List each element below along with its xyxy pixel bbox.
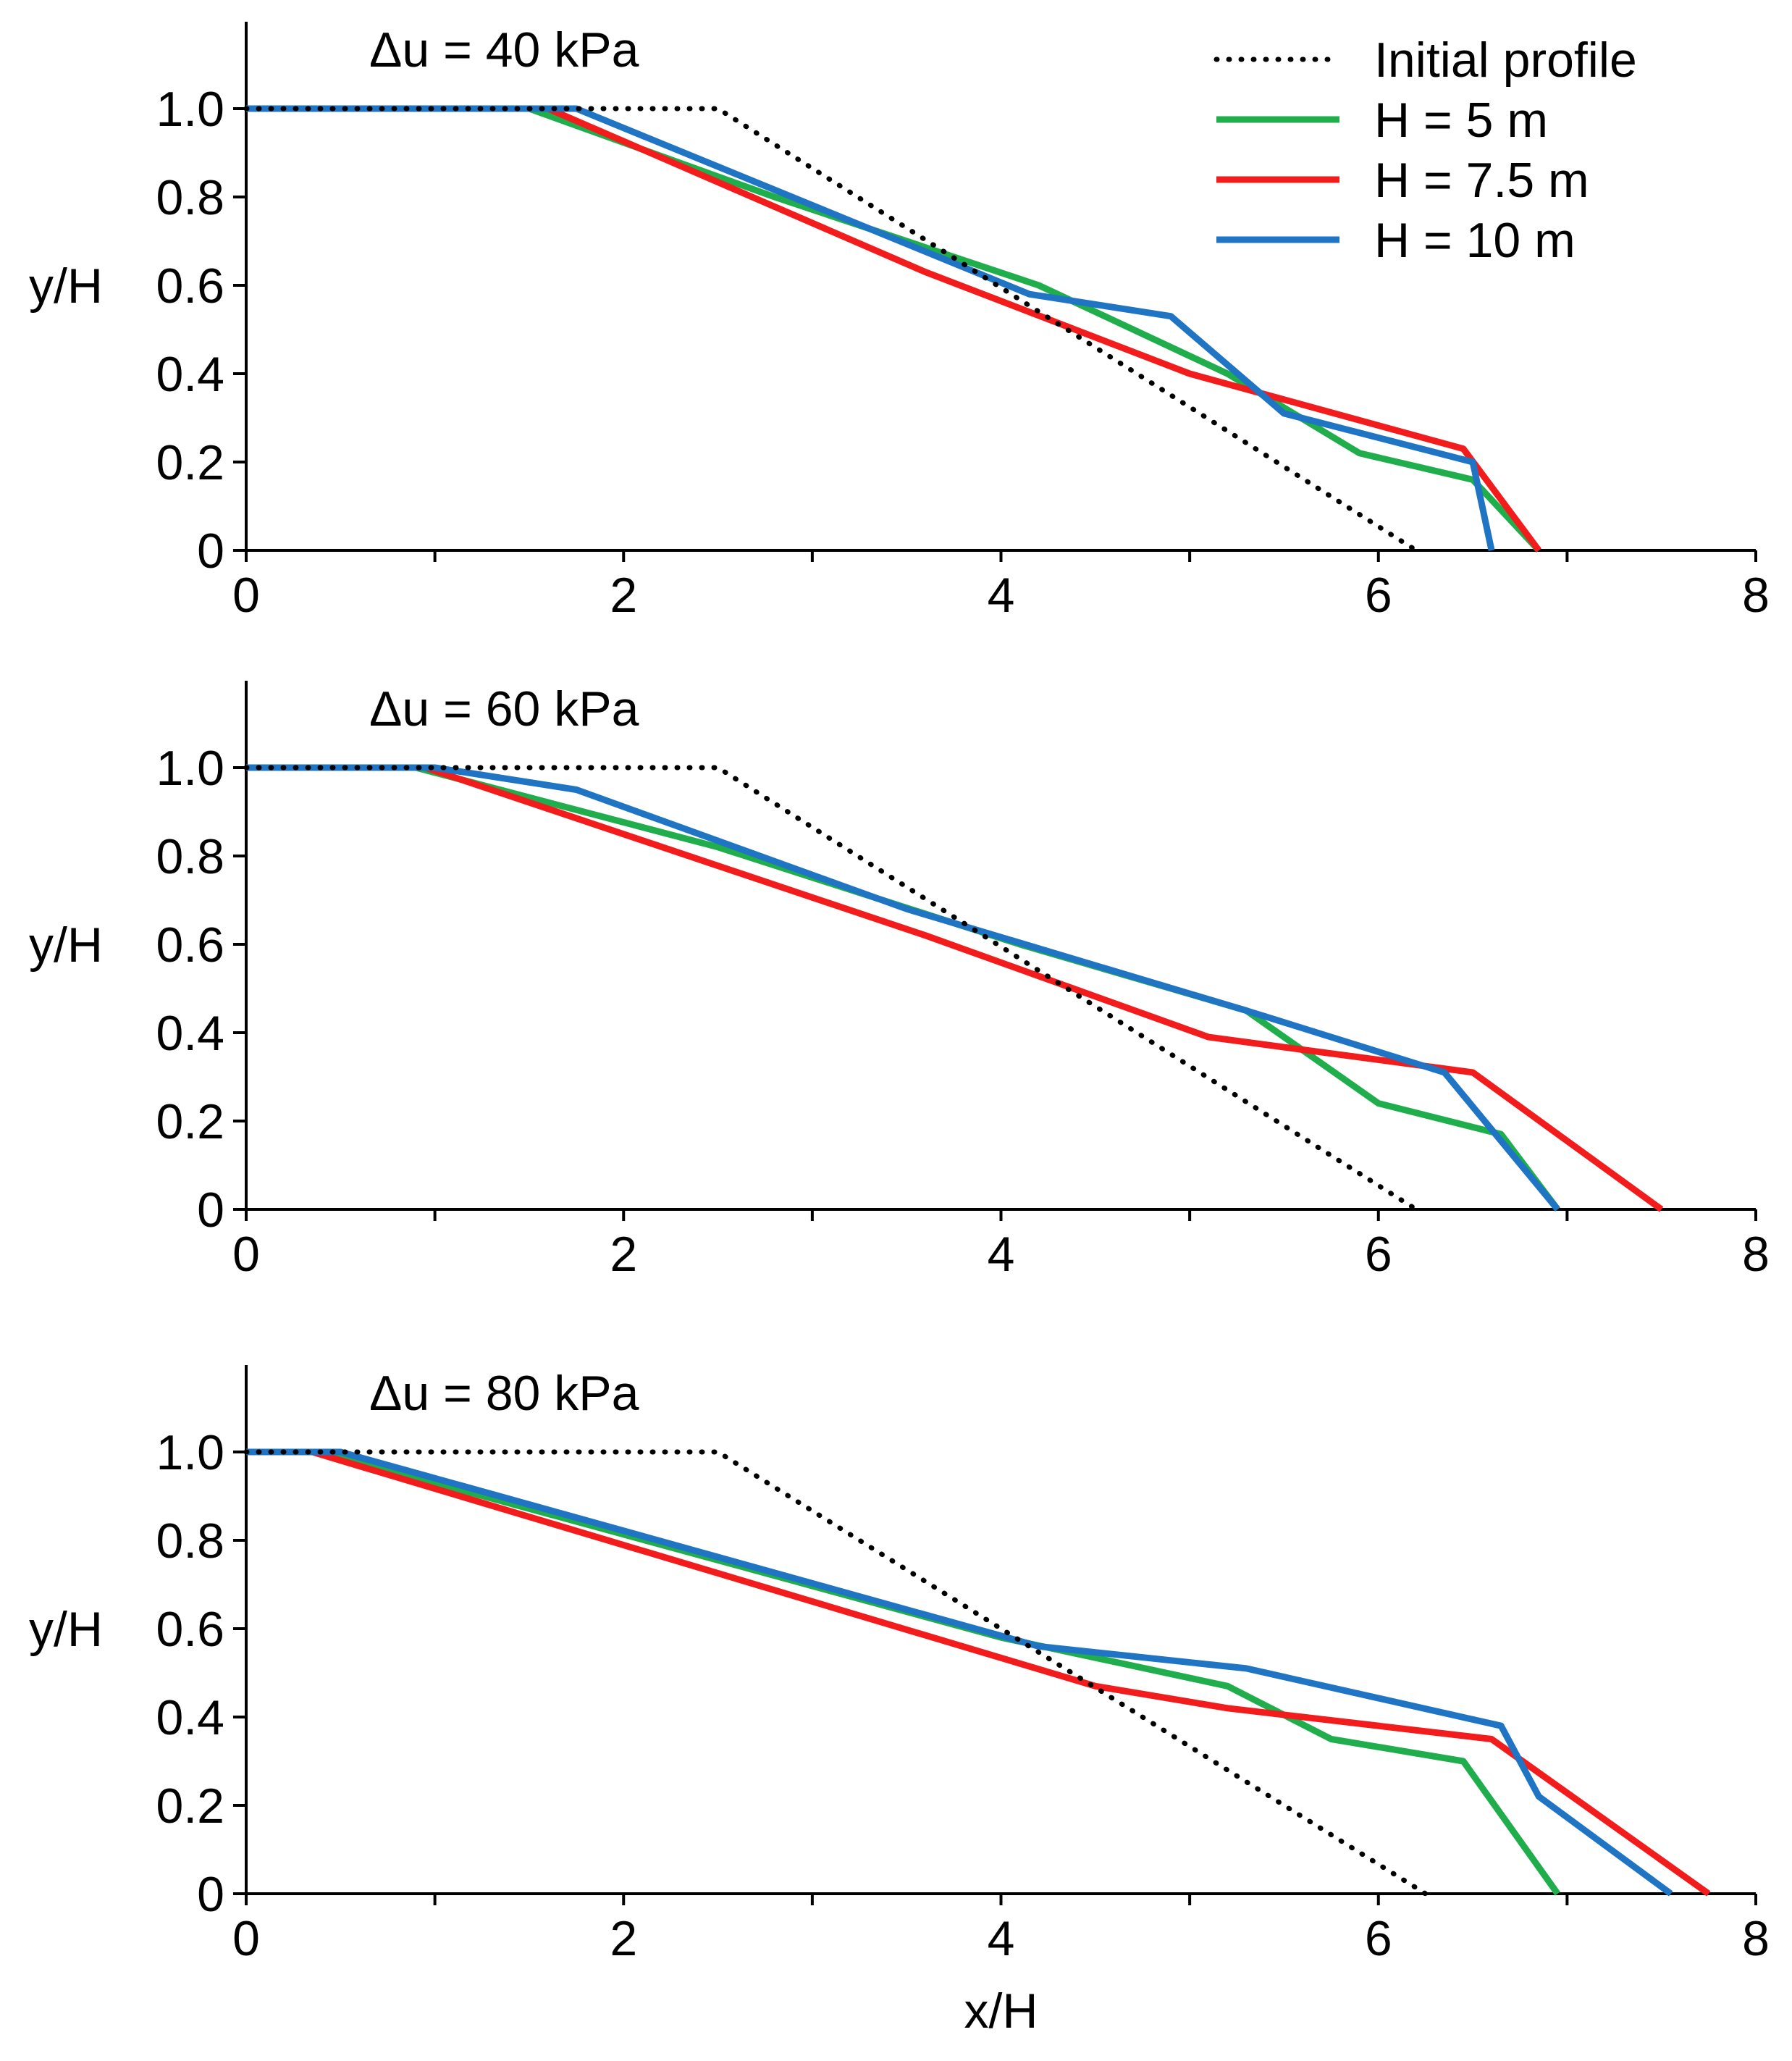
legend-label: H = 5 m: [1374, 93, 1548, 148]
series-line-initial-profile: [243, 1449, 1429, 1897]
x-tick-label: 2: [610, 1227, 637, 1282]
x-tick-label: 6: [1365, 1911, 1392, 1966]
y-tick-label: 1.0: [156, 82, 224, 137]
series-line-h-10-m: [246, 764, 1560, 1212]
x-tick-label: 2: [610, 1911, 637, 1966]
y-tick-label: 0.6: [156, 1602, 224, 1657]
y-tick-label: 0.6: [156, 918, 224, 973]
y-tick-label: 0.8: [156, 170, 224, 225]
series-line-h-5-m: [246, 105, 1541, 553]
y-tick-label: 0: [197, 524, 224, 579]
x-tick-label: 6: [1365, 1227, 1392, 1282]
x-tick-label: 0: [232, 1227, 260, 1282]
legend-label: Initial profile: [1374, 33, 1637, 88]
x-tick-label: 0: [232, 568, 260, 623]
x-tick-label: 4: [988, 568, 1015, 623]
x-tick-label: 4: [988, 1911, 1015, 1966]
y-tick-label: 0.2: [156, 435, 224, 490]
legend-label: H = 7.5 m: [1374, 153, 1589, 208]
x-tick-label: 8: [1742, 1227, 1770, 1282]
series-line-h-7-5-m: [246, 764, 1664, 1212]
x-tick-label: 8: [1742, 568, 1770, 623]
series-line-h-10-m: [246, 105, 1495, 551]
series-line-h-5-m: [246, 1448, 1560, 1896]
panel-2: 0 0.2 0.4 0.6 0.8 1.0 0 2 4 6 8 y/H Δu = 60 kPa: [29, 681, 1770, 1282]
series-line-h-7-5-m: [246, 105, 1541, 553]
y-tick-label: 0.8: [156, 829, 224, 884]
y-tick-label: 1.0: [156, 1425, 224, 1480]
series-line-initial-profile: [243, 765, 1419, 1212]
panel-title: Δu = 80 kPa: [369, 1366, 639, 1421]
y-tick-label: 0: [197, 1183, 224, 1238]
x-tick-label: 0: [232, 1911, 260, 1966]
y-tick-label: 0.8: [156, 1514, 224, 1569]
panel-1: 0 0.2 0.4 0.6 0.8 1.0 0 2 4 6 8 y/H Δu = 40 kPa Initi…: [29, 22, 1770, 623]
x-tick-label: 8: [1742, 1911, 1770, 1966]
x-tick-label: 2: [610, 568, 637, 623]
y-tick-label: 0.6: [156, 259, 224, 314]
legend-label: H = 10 m: [1374, 213, 1576, 268]
series-line-h-10-m: [246, 1448, 1673, 1897]
panel-title: Δu = 40 kPa: [369, 22, 639, 77]
y-tick-label: 0.4: [156, 347, 224, 402]
series-line-initial-profile: [243, 106, 1419, 553]
panel-title: Δu = 60 kPa: [369, 681, 639, 736]
y-tick-label: 0.2: [156, 1094, 224, 1149]
y-axis-title: y/H: [29, 918, 103, 973]
y-axis-title: y/H: [29, 259, 103, 314]
y-tick-label: 0.4: [156, 1690, 224, 1745]
panel-3: 0 0.2 0.4 0.6 0.8 1.0 0 2 4 6 8 y/H Δu = 80 kPa x/H: [29, 1365, 1770, 2039]
series-line-h-7-5-m: [246, 1448, 1711, 1897]
y-tick-label: 1.0: [156, 741, 224, 796]
y-tick-label: 0.2: [156, 1779, 224, 1834]
x-axis-title: x/H: [964, 1984, 1038, 2039]
x-tick-label: 6: [1365, 568, 1392, 623]
x-tick-label: 4: [988, 1227, 1015, 1282]
y-tick-label: 0.4: [156, 1006, 224, 1061]
y-tick-label: 0: [197, 1867, 224, 1922]
y-axis-title: y/H: [29, 1602, 103, 1657]
series-line-h-5-m: [246, 764, 1560, 1212]
